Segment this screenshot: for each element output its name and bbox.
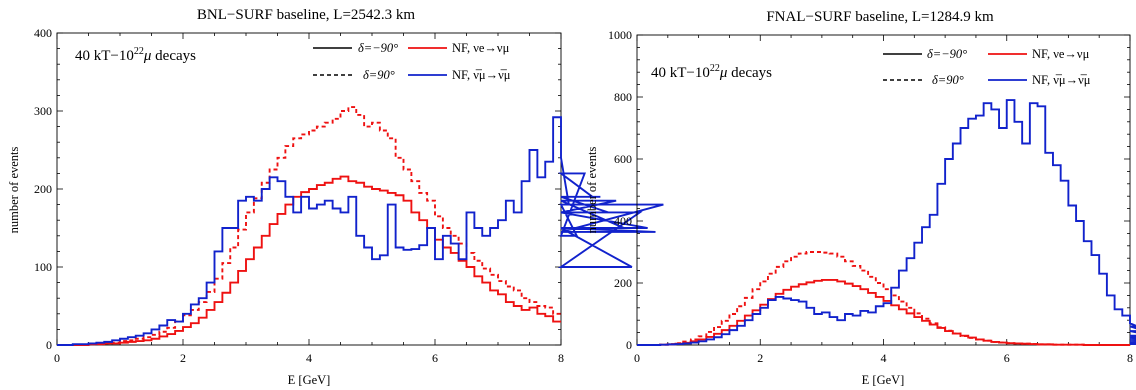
y-tick-label: 400 xyxy=(34,26,52,40)
y-tick-label: 200 xyxy=(614,276,632,290)
y-axis-label: number of events xyxy=(585,146,599,233)
series-line-dashed-red xyxy=(57,106,561,346)
legend-label-main: δ=−90° xyxy=(927,47,967,61)
x-ticks: 0 2 4 6 8 xyxy=(634,35,1133,365)
x-tick-label: 6 xyxy=(432,351,438,365)
series-line-solid-blue xyxy=(637,99,1136,346)
legend-label: δ=−90° xyxy=(927,47,967,61)
series-group xyxy=(637,99,1136,346)
y-tick-label: 400 xyxy=(614,214,632,228)
legend-label: δ=90° xyxy=(932,73,964,87)
annotation-prefix: 40 kT−10 xyxy=(75,48,134,64)
annotation-sup: 22 xyxy=(134,46,144,57)
legend-label-main: δ=90° xyxy=(932,73,964,87)
y-tick-label: 0 xyxy=(46,338,52,352)
legend-label: NF, ν̅μ→ν̅μ xyxy=(1032,73,1091,87)
annotation-text: 40 kT−1022μ decays xyxy=(75,46,196,64)
legend-label: NF, ν̅μ→ν̅μ xyxy=(452,68,511,82)
chart-bnl: BNL−SURF baseline, L=2542.3 km number of… xyxy=(7,7,664,387)
legend: δ=−90° δ=90° NF, νe→νμ NF, ν̅μ→ν̅μ xyxy=(883,47,1091,87)
legend-label-main: δ=90° xyxy=(363,68,395,82)
y-tick-label: 300 xyxy=(34,104,52,118)
series-group xyxy=(57,106,664,346)
legend: δ=−90° δ=90° NF, νe→νμ NF, ν̅μ→ν̅μ xyxy=(313,41,511,82)
annotation-suffix: decays xyxy=(727,65,772,81)
series-line-dashed-red xyxy=(637,251,1130,346)
annotation-prefix: 40 kT−10 xyxy=(651,65,710,81)
x-tick-label: 4 xyxy=(881,351,887,365)
x-axis-label: E [GeV] xyxy=(288,373,331,387)
series-line-solid-red xyxy=(637,278,1130,346)
x-axis-label: E [GeV] xyxy=(862,373,905,387)
legend-label: NF, νe→νμ xyxy=(452,41,510,55)
chart-title: BNL−SURF baseline, L=2542.3 km xyxy=(197,7,415,23)
x-tick-label: 8 xyxy=(558,351,564,365)
y-tick-label: 0 xyxy=(626,338,632,352)
x-tick-label: 4 xyxy=(306,351,312,365)
legend-label: δ=90° xyxy=(363,68,395,82)
y-tick-label: 200 xyxy=(34,182,52,196)
x-tick-label: 6 xyxy=(1004,351,1010,365)
x-tick-label: 8 xyxy=(1127,351,1133,365)
x-tick-label: 0 xyxy=(634,351,640,365)
chart-fnal: FNAL−SURF baseline, L=1284.9 km number o… xyxy=(585,9,1136,387)
annotation-mu: μ xyxy=(719,65,728,81)
y-ticks: 0 200 400 600 800 1000 xyxy=(608,28,1130,352)
y-axis-label: number of events xyxy=(7,146,21,233)
series-line-solid-blue xyxy=(57,116,664,346)
y-tick-label: 100 xyxy=(34,260,52,274)
y-tick-label: 1000 xyxy=(608,28,632,42)
y-tick-label: 600 xyxy=(614,152,632,166)
x-ticks: 0 2 4 6 8 xyxy=(54,33,564,365)
legend-label: δ=−90° xyxy=(358,41,398,55)
x-tick-label: 0 xyxy=(54,351,60,365)
x-tick-label: 2 xyxy=(757,351,763,365)
y-ticks: 0 100 200 300 400 xyxy=(34,26,561,352)
legend-label-main: δ=−90° xyxy=(358,41,398,55)
y-tick-label: 800 xyxy=(614,90,632,104)
annotation-mu: μ xyxy=(143,48,152,64)
x-tick-label: 2 xyxy=(180,351,186,365)
series-line-solid-red xyxy=(57,175,561,346)
legend-label: NF, νe→νμ xyxy=(1032,47,1090,61)
annotation-suffix: decays xyxy=(151,48,196,64)
annotation-text: 40 kT−1022μ decays xyxy=(651,63,772,81)
chart-title: FNAL−SURF baseline, L=1284.9 km xyxy=(766,9,994,25)
annotation-sup: 22 xyxy=(710,63,720,74)
